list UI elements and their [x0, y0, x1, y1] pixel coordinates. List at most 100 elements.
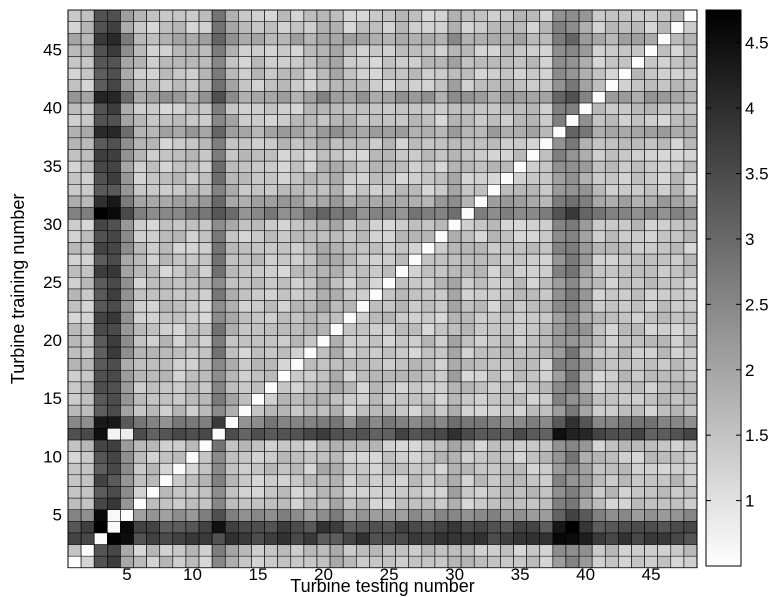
heatmap-cell [329, 79, 344, 92]
heatmap-cell [500, 79, 514, 92]
heatmap-cell [500, 439, 514, 452]
heatmap-cell [198, 79, 213, 92]
heatmap-cell [539, 265, 554, 278]
heatmap-cell [670, 184, 685, 197]
heatmap-cell [185, 288, 200, 301]
heatmap-cell [447, 358, 462, 371]
heatmap-cell [395, 369, 410, 383]
heatmap-cell [591, 451, 606, 464]
heatmap-cell [185, 416, 200, 429]
heatmap-cell [460, 346, 475, 359]
heatmap-cell [93, 114, 108, 127]
heatmap-cell [159, 311, 174, 324]
heatmap-cell [604, 137, 619, 150]
heatmap-cell [80, 428, 95, 441]
heatmap-cell [578, 288, 593, 301]
heatmap-cell [395, 195, 410, 208]
heatmap-cell [421, 462, 436, 476]
heatmap-cell [290, 125, 305, 139]
heatmap-cell [618, 114, 632, 127]
heatmap-cell [552, 346, 567, 359]
heatmap-cell [500, 509, 514, 522]
heatmap-cell [303, 32, 318, 46]
heatmap-cell [513, 44, 527, 57]
heatmap-cell [264, 474, 278, 487]
heatmap-cell [670, 381, 685, 394]
heatmap-cell [434, 160, 449, 173]
heatmap-cell [159, 32, 174, 46]
heatmap-cell [67, 381, 82, 394]
heatmap-cell [604, 509, 619, 522]
heatmap-cell [513, 137, 527, 150]
heatmap-cell [303, 358, 318, 371]
heatmap-cell [172, 137, 187, 150]
heatmap-cell [618, 102, 632, 115]
heatmap-cell [421, 346, 436, 359]
heatmap-cell [604, 544, 619, 557]
heatmap-cell [133, 277, 147, 290]
heatmap-cell [342, 381, 357, 394]
heatmap-cell [303, 381, 318, 394]
heatmap-cell [172, 428, 187, 441]
heatmap-cell [618, 497, 632, 510]
heatmap-cell [133, 114, 147, 127]
heatmap-cell [631, 91, 645, 104]
colorbar-tick-label: 3.5 [745, 165, 769, 184]
heatmap-cell [395, 544, 410, 557]
heatmap-cell [355, 137, 370, 150]
heatmap-cell [526, 416, 541, 429]
heatmap-cell [591, 56, 606, 69]
heatmap-cell [290, 184, 305, 197]
heatmap-cell [342, 288, 357, 301]
heatmap-cell [657, 497, 672, 510]
heatmap-cell [290, 404, 305, 417]
heatmap-cell [277, 532, 292, 545]
heatmap-cell [447, 474, 462, 487]
heatmap-cell [303, 114, 318, 127]
heatmap-cell [264, 44, 278, 57]
heatmap-cell [526, 497, 541, 510]
heatmap-cell [578, 160, 593, 173]
heatmap-cell [185, 125, 200, 139]
heatmap-cell [395, 149, 410, 162]
heatmap-cell [342, 114, 357, 127]
heatmap-cell [251, 230, 265, 243]
heatmap-cell [618, 277, 632, 290]
heatmap-cell [408, 369, 423, 383]
heatmap-cell [526, 102, 541, 115]
heatmap-cell [382, 509, 396, 522]
heatmap-cell [631, 521, 645, 534]
heatmap-cell [159, 9, 174, 22]
heatmap-cell [146, 486, 161, 499]
heatmap-cell [172, 497, 187, 510]
heatmap-cell [500, 288, 514, 301]
x-axis-ticks: 5 10 15 20 25 30 35 40 45 [122, 565, 660, 584]
heatmap-cell [355, 21, 370, 34]
heatmap-cell [644, 102, 658, 115]
heatmap-cell [316, 521, 331, 534]
heatmap-cell [316, 416, 331, 429]
heatmap-cell [657, 474, 672, 487]
heatmap-cell [316, 67, 331, 80]
heatmap-cell [500, 32, 514, 46]
heatmap-cell [369, 114, 383, 127]
heatmap-cell [303, 160, 318, 173]
heatmap-cell [539, 544, 554, 557]
heatmap-cell [578, 242, 593, 255]
heatmap-cell [146, 381, 161, 394]
heatmap-cell [591, 381, 606, 394]
heatmap-cell [159, 381, 174, 394]
heatmap-cell [644, 207, 658, 220]
heatmap-cell [93, 277, 108, 290]
heatmap-cell [460, 160, 475, 173]
heatmap-cell [657, 265, 672, 278]
heatmap-cell [224, 137, 239, 150]
heatmap-cell [591, 230, 606, 243]
heatmap-cell [552, 439, 567, 452]
heatmap-cell [159, 114, 174, 127]
heatmap-cell [290, 91, 305, 104]
heatmap-cell [539, 555, 554, 568]
heatmap-cell [408, 521, 423, 534]
heatmap-cell [107, 149, 121, 162]
heatmap-cell [644, 137, 658, 150]
